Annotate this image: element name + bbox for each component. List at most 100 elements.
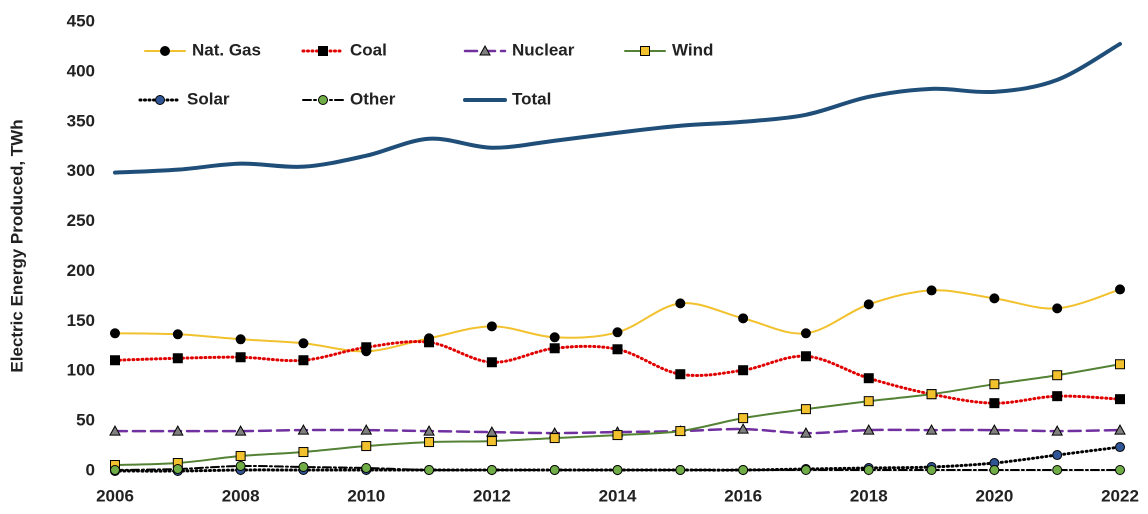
marker	[989, 398, 1000, 409]
marker	[738, 413, 749, 424]
marker	[486, 465, 497, 476]
legend-label: Solar	[187, 89, 230, 108]
legend-label: Wind	[672, 40, 713, 59]
marker	[926, 465, 937, 476]
marker	[298, 355, 309, 366]
marker	[361, 342, 372, 353]
marker	[1115, 465, 1125, 476]
marker	[737, 423, 749, 434]
marker	[612, 327, 623, 338]
y-tick-label: 0	[86, 460, 95, 479]
y-tick-label: 300	[67, 161, 95, 180]
marker	[1052, 465, 1063, 476]
x-tick-label: 2012	[473, 486, 511, 505]
x-tick-label: 2008	[222, 486, 260, 505]
series-line	[113, 427, 1122, 435]
legend-label: Total	[512, 89, 551, 108]
legend-label: Nat. Gas	[192, 40, 261, 59]
marker	[989, 293, 1000, 304]
marker	[675, 369, 686, 380]
marker	[172, 353, 183, 364]
marker	[110, 465, 120, 476]
marker	[1052, 391, 1063, 402]
marker	[235, 334, 246, 345]
marker	[926, 389, 937, 400]
marker	[298, 462, 309, 473]
marker	[424, 337, 435, 348]
marker	[1052, 450, 1063, 461]
marker	[360, 424, 373, 435]
marker	[675, 426, 686, 437]
marker	[486, 357, 497, 368]
series-line	[113, 41, 1122, 175]
x-tick-label: 2018	[850, 486, 888, 505]
marker	[612, 430, 623, 441]
marker	[989, 465, 1000, 476]
marker	[109, 425, 121, 436]
marker	[863, 396, 874, 407]
marker	[549, 433, 560, 444]
marker	[423, 425, 435, 436]
marker	[361, 441, 372, 452]
x-tick-label: 2020	[975, 486, 1013, 505]
marker	[988, 424, 1001, 435]
marker	[1052, 370, 1063, 381]
marker	[738, 465, 749, 476]
y-tick-label: 350	[67, 111, 95, 130]
x-tick-label: 2022	[1101, 486, 1139, 505]
marker	[926, 285, 937, 296]
marker	[172, 329, 183, 340]
x-tick-label: 2014	[599, 486, 637, 505]
marker	[110, 355, 120, 366]
marker	[1115, 284, 1125, 295]
y-tick-label: 100	[67, 361, 95, 380]
legend-marker	[640, 46, 650, 56]
marker	[424, 465, 435, 476]
marker	[800, 465, 811, 476]
marker	[862, 424, 875, 435]
legend-marker	[318, 46, 328, 56]
y-tick-label: 400	[67, 61, 95, 80]
x-tick-label: 2016	[724, 486, 762, 505]
x-tick-label: 2006	[96, 486, 134, 505]
y-tick-label: 150	[67, 311, 95, 330]
marker	[549, 343, 560, 354]
legend-marker	[155, 95, 165, 105]
legend-marker	[318, 95, 328, 105]
marker	[235, 451, 246, 462]
marker	[1115, 394, 1125, 405]
marker	[612, 344, 623, 355]
legend-marker	[160, 46, 170, 56]
marker	[1115, 359, 1125, 370]
marker	[863, 465, 874, 476]
x-tick-label: 2010	[347, 486, 385, 505]
marker	[172, 464, 183, 475]
marker	[298, 447, 309, 458]
marker	[800, 404, 811, 415]
marker	[1114, 424, 1126, 435]
marker	[171, 425, 184, 436]
marker	[1052, 303, 1063, 314]
marker	[486, 436, 497, 447]
marker	[738, 365, 749, 376]
marker	[800, 427, 812, 438]
marker	[800, 328, 811, 339]
y-tick-label: 200	[67, 261, 95, 280]
marker	[675, 465, 686, 476]
marker	[863, 299, 874, 310]
marker	[925, 424, 938, 435]
marker	[989, 379, 1000, 390]
marker	[298, 338, 309, 349]
marker	[1115, 442, 1125, 453]
marker	[1051, 425, 1064, 436]
series-line	[114, 363, 1121, 467]
series-line	[114, 288, 1121, 353]
marker	[424, 437, 435, 448]
marker	[612, 465, 623, 476]
y-tick-label: 450	[67, 11, 95, 30]
legend-label: Nuclear	[512, 40, 575, 59]
legend-label: Other	[350, 89, 396, 108]
marker	[110, 328, 120, 339]
marker	[235, 461, 246, 472]
